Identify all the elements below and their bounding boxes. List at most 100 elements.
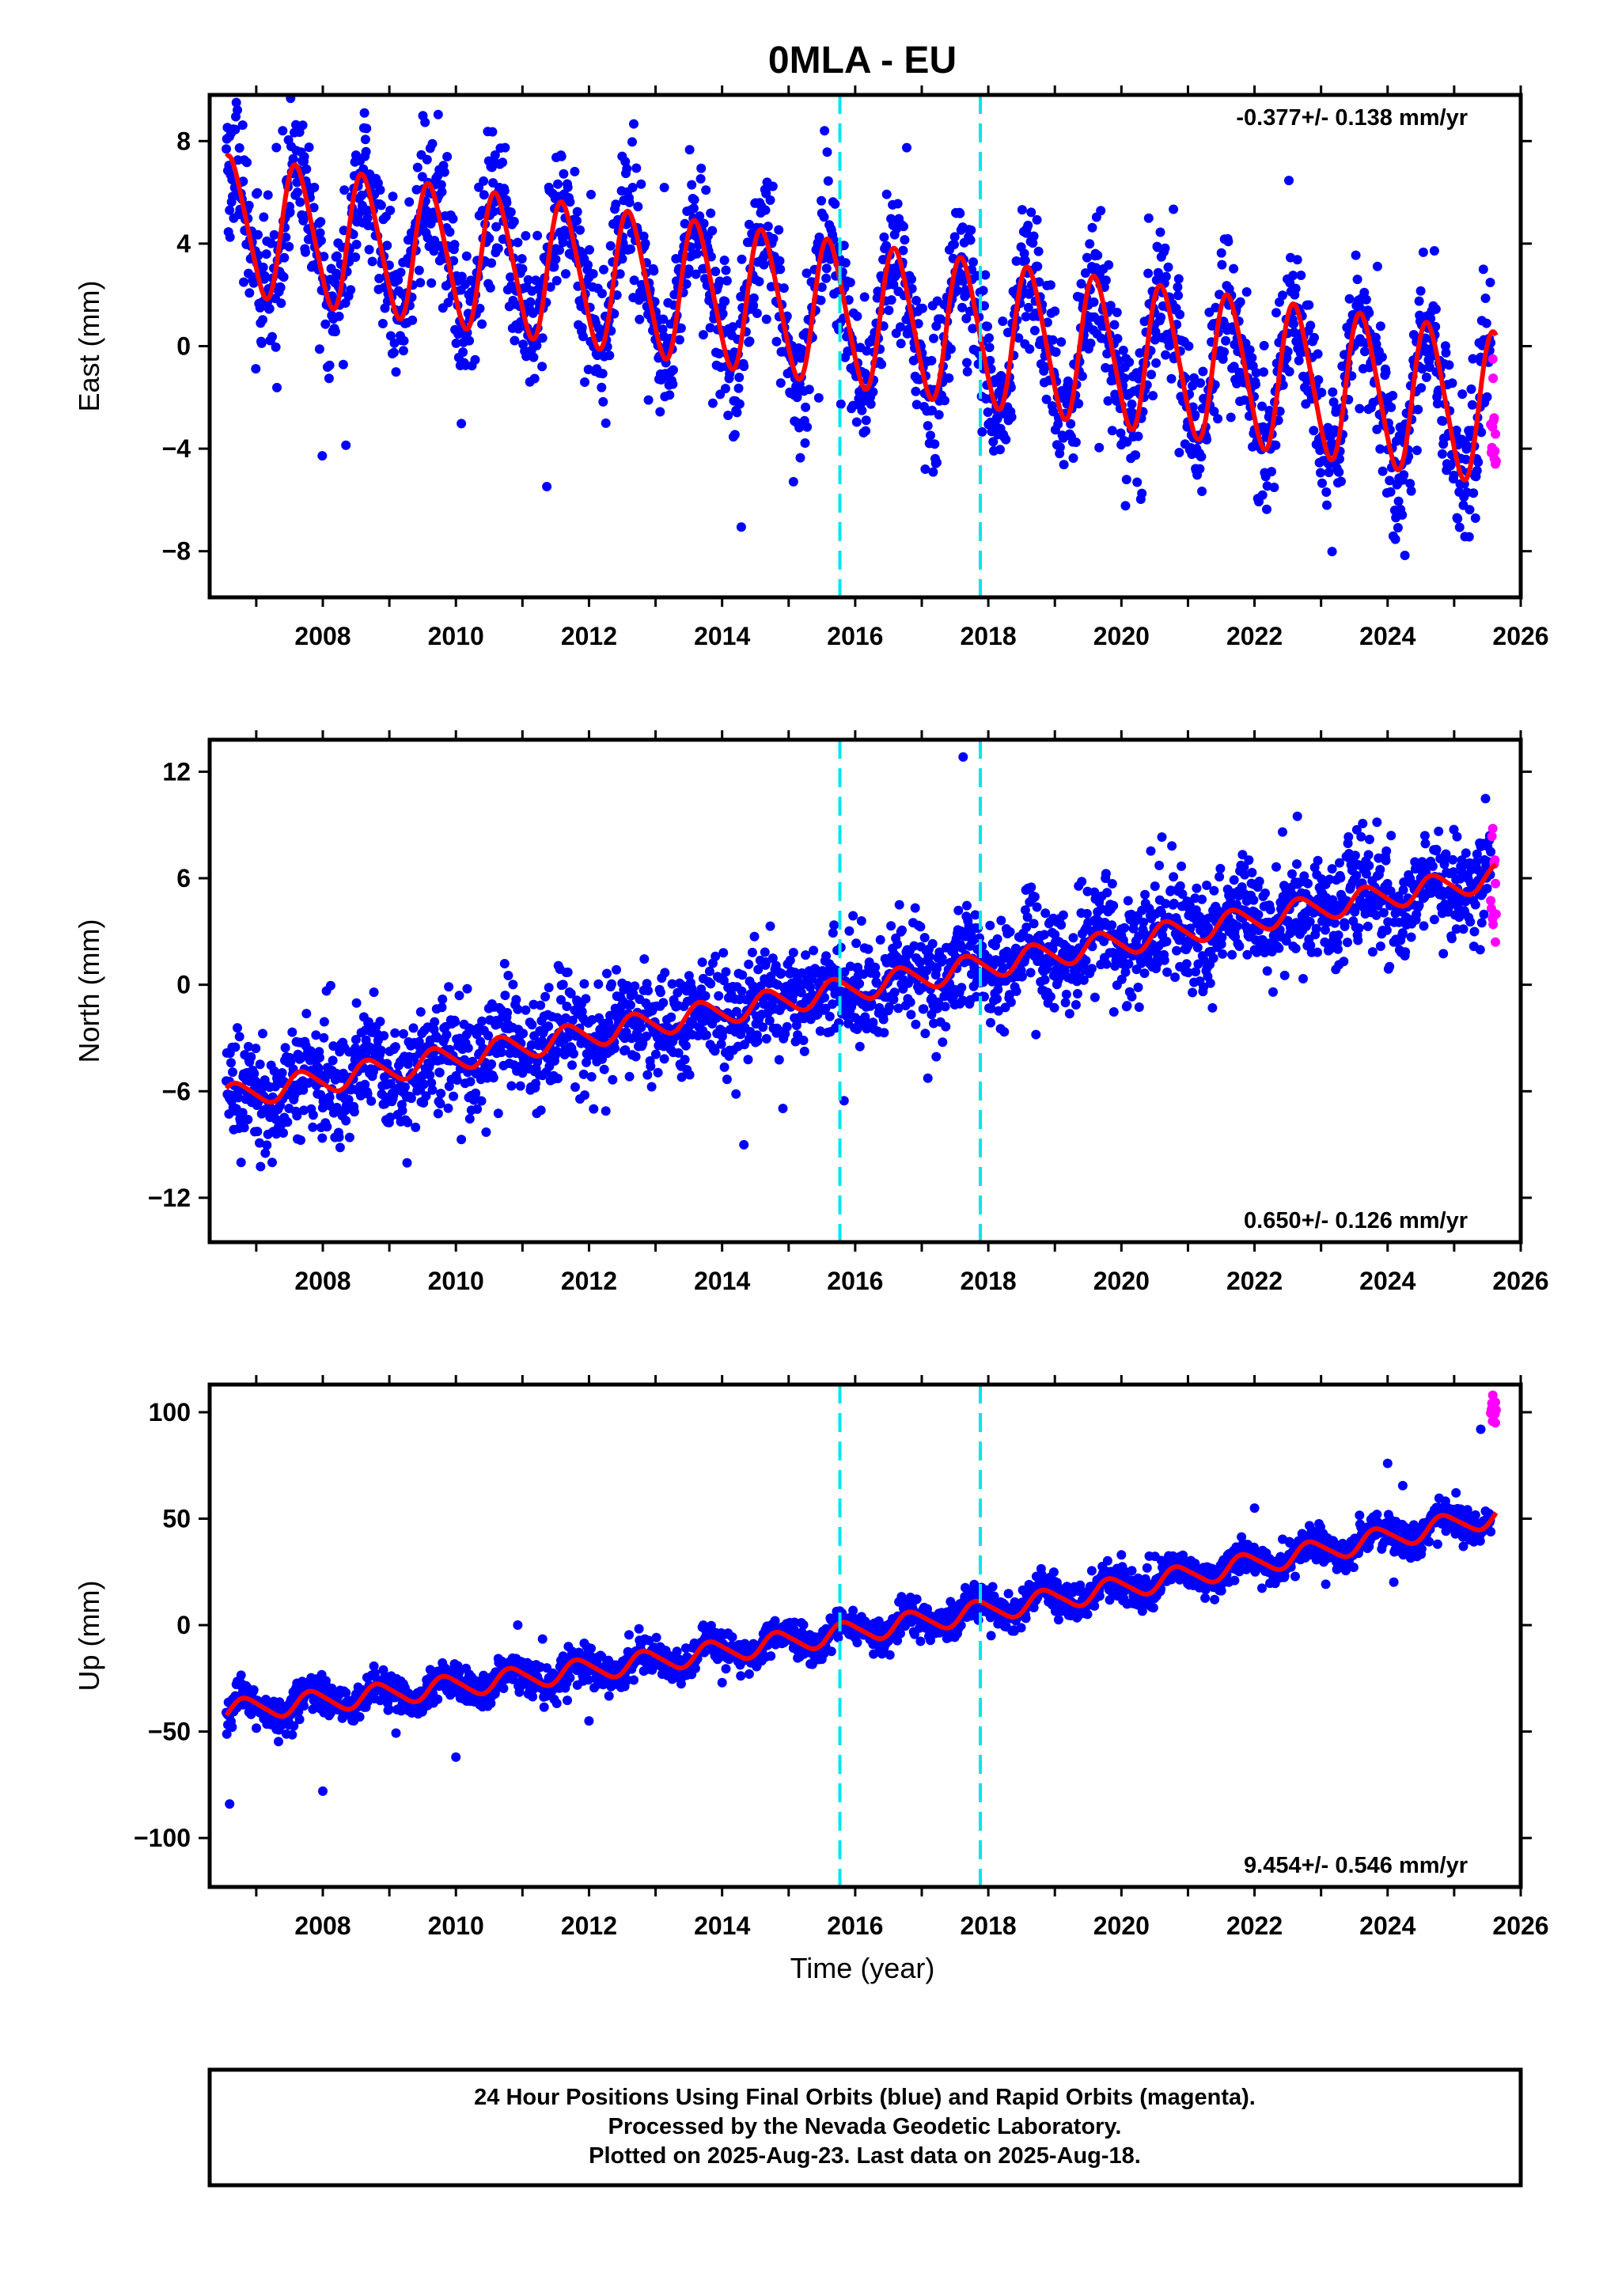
velocity-label: -0.377+/- 0.138 mm/yr: [1236, 105, 1468, 131]
final-point: [980, 270, 991, 280]
rapid-orbit-points: [1486, 354, 1501, 469]
final-point: [251, 1044, 261, 1054]
final-point: [565, 197, 575, 207]
final-point: [369, 987, 379, 998]
final-point: [536, 1105, 546, 1116]
final-point: [303, 1078, 313, 1088]
final-point: [1025, 344, 1035, 354]
final-point: [1472, 465, 1482, 475]
final-point: [500, 142, 510, 153]
final-point: [1023, 302, 1033, 313]
final-point: [1159, 955, 1169, 965]
east-panel: 2008 2010 2012 2014 2016 2018 2020 2022 2024 2026…: [73, 85, 1549, 650]
final-point: [258, 1029, 267, 1039]
final-point: [1381, 367, 1391, 377]
final-point: [251, 364, 261, 374]
final-point: [870, 969, 881, 979]
final-point: [1150, 327, 1161, 337]
final-point: [800, 438, 810, 448]
final-point: [1120, 373, 1130, 383]
final-point: [1352, 275, 1362, 285]
final-point: [475, 303, 485, 313]
final-point: [1056, 920, 1067, 930]
final-point: [1437, 449, 1447, 459]
final-point: [1161, 350, 1171, 360]
final-point: [1051, 347, 1061, 357]
final-point: [1397, 510, 1408, 520]
final-point: [861, 415, 871, 426]
final-point: [299, 152, 309, 161]
final-point: [639, 231, 649, 241]
final-point: [918, 303, 927, 313]
final-point: [1354, 923, 1364, 934]
final-point: [930, 439, 940, 449]
final-point: [402, 1157, 412, 1168]
final-point: [1382, 884, 1393, 894]
final-point: [706, 979, 716, 989]
final-point: [680, 1055, 690, 1065]
final-point: [858, 969, 869, 979]
final-point: [1011, 256, 1021, 266]
final-point: [1274, 943, 1284, 953]
final-point: [905, 997, 915, 1007]
final-point: [639, 954, 650, 964]
final-point: [1017, 972, 1027, 982]
final-point: [828, 999, 838, 1010]
final-point: [510, 335, 520, 346]
final-point: [1049, 1002, 1059, 1013]
final-point: [471, 1088, 481, 1098]
final-point: [744, 219, 754, 229]
final-point: [374, 274, 385, 283]
final-point: [1175, 881, 1185, 891]
final-point: [676, 323, 686, 333]
final-point: [434, 1067, 445, 1078]
final-point: [1309, 426, 1319, 436]
final-point: [795, 453, 805, 463]
final-point: [597, 369, 608, 379]
final-point: [597, 289, 607, 298]
final-point: [676, 1072, 687, 1082]
final-point: [1353, 935, 1363, 945]
final-point: [351, 215, 361, 225]
final-point: [1023, 220, 1033, 230]
final-point: [815, 1026, 825, 1036]
model-curve: [224, 153, 1499, 483]
final-point: [889, 987, 900, 998]
final-point: [692, 248, 702, 259]
final-point: [856, 916, 866, 926]
final-point: [523, 275, 533, 285]
final-point: [899, 222, 908, 232]
final-point: [911, 295, 921, 305]
final-point: [788, 476, 798, 487]
final-point: [761, 314, 771, 324]
rapid-point: [1489, 413, 1499, 423]
final-point: [626, 1000, 635, 1010]
final-point: [597, 382, 607, 392]
final-point: [563, 967, 573, 977]
final-point: [698, 330, 708, 340]
final-point: [872, 978, 882, 988]
final-point: [1045, 991, 1055, 1002]
final-point: [579, 979, 589, 989]
final-point: [1476, 918, 1487, 928]
final-point: [1284, 176, 1294, 186]
final-point: [1424, 362, 1434, 373]
final-point: [701, 185, 711, 195]
final-point: [995, 445, 1005, 455]
final-point: [666, 1012, 676, 1022]
final-point: [376, 1045, 386, 1055]
final-point: [529, 999, 539, 1010]
final-point: [660, 968, 670, 978]
final-point: [488, 1073, 498, 1083]
final-point: [983, 407, 993, 417]
final-point: [457, 419, 467, 429]
final-point: [711, 267, 721, 277]
final-point: [422, 154, 432, 165]
final-point: [246, 1051, 256, 1062]
final-point: [317, 451, 328, 461]
final-point: [659, 1054, 669, 1064]
final-point: [398, 1029, 408, 1039]
final-point: [517, 254, 527, 264]
final-point: [918, 983, 927, 993]
